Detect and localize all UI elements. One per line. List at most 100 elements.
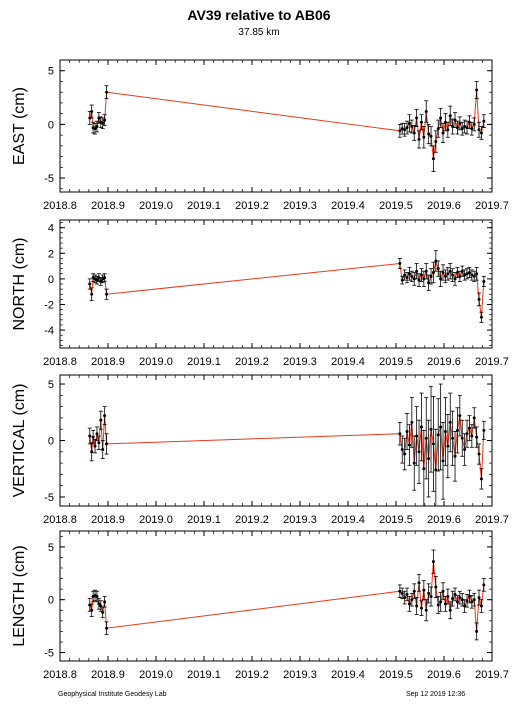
data-point: [412, 589, 416, 593]
data-point: [93, 444, 97, 448]
data-point: [415, 116, 419, 120]
data-point: [90, 110, 94, 114]
data-point: [448, 269, 452, 273]
data-point: [439, 116, 443, 120]
data-point: [101, 610, 105, 614]
data-point: [448, 114, 452, 118]
data-point: [105, 292, 109, 296]
data-point: [482, 583, 486, 587]
data-point: [465, 432, 469, 436]
x-tick-label: 2019.2: [235, 356, 269, 368]
x-tick-label: 2019.4: [331, 514, 365, 526]
x-tick-label: 2018.8: [43, 356, 77, 368]
x-tick-label: 2019.4: [331, 669, 365, 681]
data-point: [458, 596, 462, 600]
data-point: [90, 450, 94, 454]
data-point: [472, 598, 476, 602]
data-point: [95, 125, 99, 129]
data-point: [412, 461, 416, 465]
data-point: [465, 272, 469, 276]
data-point: [407, 443, 411, 447]
data-point: [479, 604, 483, 608]
data-point: [477, 128, 481, 132]
x-tick-label: 2019.5: [379, 356, 413, 368]
data-point: [470, 434, 474, 438]
data-point: [407, 121, 411, 125]
data-point: [446, 272, 450, 276]
y-axis-label: LENGTH (cm): [11, 545, 28, 646]
data-point: [470, 127, 474, 131]
data-point: [463, 125, 467, 129]
footer-timestamp: Sep 12 2019 12:36: [406, 691, 466, 698]
data-point: [99, 279, 103, 283]
data-point: [441, 589, 445, 593]
x-tick-label: 2019.3: [283, 200, 317, 212]
figure-title: AV39 relative to AB06: [187, 7, 331, 23]
y-tick-label: 5: [48, 542, 54, 554]
x-tick-label: 2019.7: [475, 514, 509, 526]
figure-subtitle: 37.85 km: [238, 27, 280, 38]
data-point: [424, 110, 428, 114]
data-point: [436, 603, 440, 607]
data-point: [446, 128, 450, 132]
data-point: [460, 127, 464, 131]
data-point: [101, 121, 105, 125]
data-point: [103, 118, 107, 122]
data-point: [463, 448, 467, 452]
data-point: [467, 426, 471, 430]
data-point: [407, 272, 411, 276]
data-point: [482, 279, 486, 283]
data-point: [455, 270, 459, 274]
data-point: [424, 436, 428, 440]
x-tick-label: 2019.0: [139, 200, 173, 212]
data-point: [477, 297, 481, 301]
data-point: [419, 606, 423, 610]
data-point: [436, 267, 440, 271]
data-point: [412, 277, 416, 281]
data-point: [400, 278, 404, 282]
data-point: [405, 592, 409, 596]
x-tick-label: 2019.1: [187, 200, 221, 212]
x-tick-label: 2018.9: [91, 669, 125, 681]
data-point: [431, 157, 435, 161]
data-point: [472, 274, 476, 278]
data-point: [398, 262, 402, 266]
data-point: [458, 274, 462, 278]
data-point: [422, 277, 426, 281]
x-tick-label: 2018.8: [43, 514, 77, 526]
data-point: [434, 259, 438, 263]
data-point: [455, 600, 459, 604]
data-point: [427, 591, 431, 595]
x-tick-label: 2019.0: [139, 514, 173, 526]
data-point: [403, 273, 407, 277]
data-point: [429, 274, 433, 278]
data-point: [400, 591, 404, 595]
data-point: [441, 270, 445, 274]
data-point: [419, 273, 423, 277]
data-point: [431, 270, 435, 274]
data-point: [424, 269, 428, 273]
x-tick-label: 2019.7: [475, 200, 509, 212]
data-point: [403, 596, 407, 600]
x-tick-label: 2019.7: [475, 669, 509, 681]
x-tick-label: 2018.9: [91, 356, 125, 368]
x-tick-label: 2019.0: [139, 669, 173, 681]
data-point: [443, 429, 447, 433]
data-point: [455, 126, 459, 130]
data-point: [439, 277, 443, 281]
x-tick-label: 2018.8: [43, 669, 77, 681]
data-point: [415, 434, 419, 438]
data-point: [405, 276, 409, 280]
data-point: [88, 282, 92, 286]
data-point: [434, 140, 438, 144]
y-axis-label: VERTICAL (cm): [11, 384, 28, 498]
data-point: [88, 434, 92, 438]
series-line: [89, 415, 485, 479]
x-tick-label: 2019.1: [187, 356, 221, 368]
data-point: [448, 608, 452, 612]
data-point: [103, 414, 107, 418]
y-tick-label: 4: [48, 223, 54, 235]
data-point: [93, 127, 97, 131]
data-point: [405, 126, 409, 130]
